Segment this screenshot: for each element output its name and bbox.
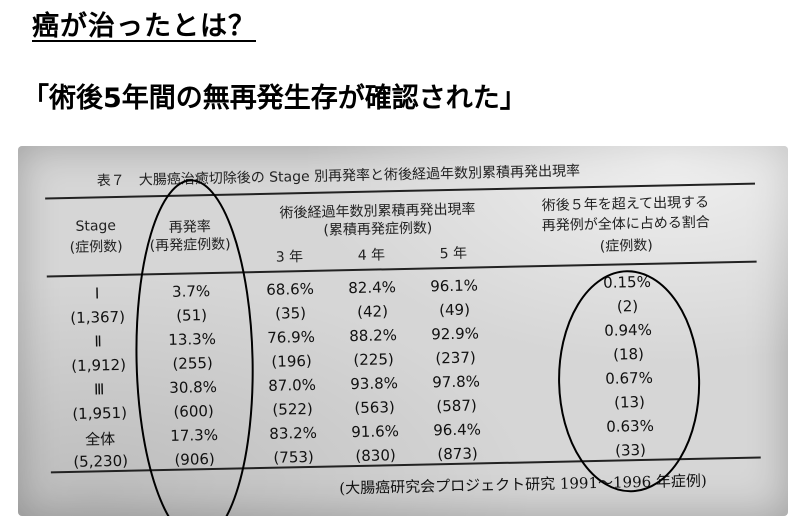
- table-content: 表７ 大腸癌治癒切除後の Stage 別再発率と術後経過年数別累積再発出現率 S…: [18, 146, 788, 516]
- page-title: 癌が治ったとは？: [32, 11, 256, 42]
- oval-recurrence-column: [135, 179, 254, 516]
- highlight-ovals: [135, 179, 701, 516]
- oval-beyond-5y-column: [558, 270, 701, 493]
- table-photo: 表７ 大腸癌治癒切除後の Stage 別再発率と術後経過年数別累積再発出現率 S…: [18, 146, 788, 516]
- page-subtitle: 「術後5年間の無再発生存が確認された」: [22, 83, 527, 114]
